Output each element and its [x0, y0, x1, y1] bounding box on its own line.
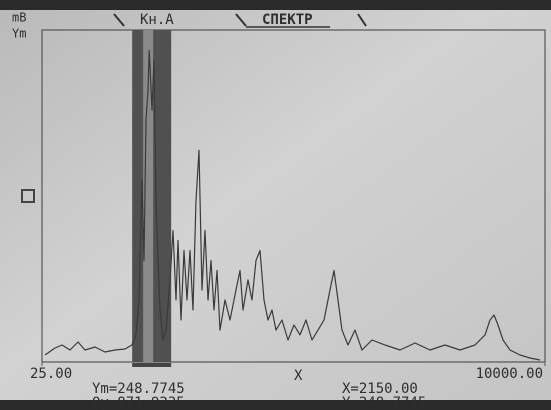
plot-frame — [41, 29, 546, 363]
bezel-top — [0, 0, 551, 10]
x-tick-label: 25.00 — [30, 366, 72, 382]
scale-icon — [21, 189, 35, 203]
tab-separator — [235, 13, 247, 27]
tab-separator — [357, 13, 367, 27]
unit-label: mB — [12, 11, 26, 25]
bezel-bottom — [0, 400, 551, 410]
cursor-bar — [132, 363, 172, 367]
y-label: Ym — [12, 27, 26, 41]
tab-separator — [113, 13, 125, 27]
plot — [44, 30, 541, 367]
tab-spectrum: СПЕКТР — [262, 12, 313, 28]
readout: X=2150.00 — [342, 381, 418, 397]
readout: Y=248.7745 — [342, 395, 426, 410]
x-label: X — [294, 368, 303, 384]
x-tick-label: 10000.00 — [476, 366, 543, 382]
cursor-line — [143, 30, 154, 362]
readout: Oy=871.9235 — [92, 395, 185, 410]
readout: Ym=248.7745 — [92, 381, 185, 397]
spectrum-line — [44, 49, 541, 361]
tab-channel: Кн.А — [140, 12, 174, 28]
